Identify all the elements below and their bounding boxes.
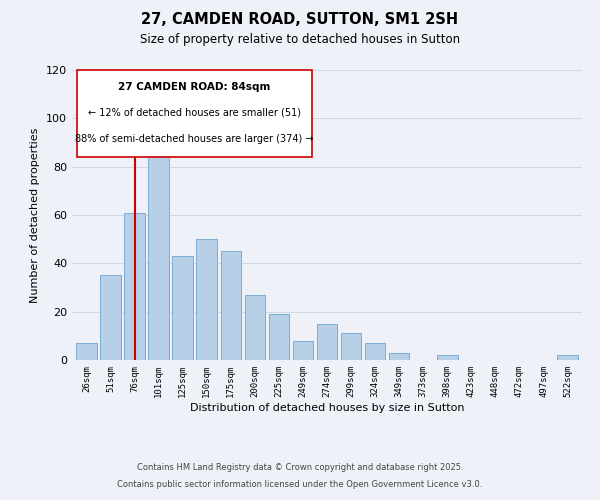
Bar [269, 314, 289, 360]
Text: Size of property relative to detached houses in Sutton: Size of property relative to detached ho… [140, 32, 460, 46]
Text: 88% of semi-detached houses are larger (374) →: 88% of semi-detached houses are larger (… [75, 134, 314, 144]
Bar [317, 324, 337, 360]
Text: Contains HM Land Registry data © Crown copyright and database right 2025.: Contains HM Land Registry data © Crown c… [137, 464, 463, 472]
Bar [557, 355, 578, 360]
Text: ← 12% of detached houses are smaller (51): ← 12% of detached houses are smaller (51… [88, 108, 301, 118]
Bar [245, 294, 265, 360]
Bar [124, 212, 145, 360]
Y-axis label: Number of detached properties: Number of detached properties [31, 128, 40, 302]
Bar [100, 276, 121, 360]
Bar [76, 343, 97, 360]
Text: 27 CAMDEN ROAD: 84sqm: 27 CAMDEN ROAD: 84sqm [118, 82, 271, 92]
Text: Contains public sector information licensed under the Open Government Licence v3: Contains public sector information licen… [118, 480, 482, 489]
Bar [365, 343, 385, 360]
X-axis label: Distribution of detached houses by size in Sutton: Distribution of detached houses by size … [190, 402, 464, 412]
Bar [437, 355, 458, 360]
Bar [293, 340, 313, 360]
Bar [341, 334, 361, 360]
Bar [196, 239, 217, 360]
Bar [221, 251, 241, 360]
Bar [172, 256, 193, 360]
Bar [389, 353, 409, 360]
Bar [148, 138, 169, 360]
FancyBboxPatch shape [77, 70, 312, 157]
Text: 27, CAMDEN ROAD, SUTTON, SM1 2SH: 27, CAMDEN ROAD, SUTTON, SM1 2SH [142, 12, 458, 28]
